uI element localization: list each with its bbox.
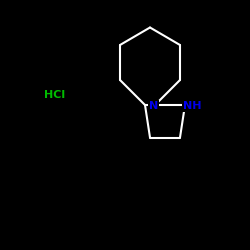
Text: N: N (149, 101, 158, 111)
Text: NH: NH (183, 101, 202, 111)
Text: HCl: HCl (44, 90, 66, 100)
